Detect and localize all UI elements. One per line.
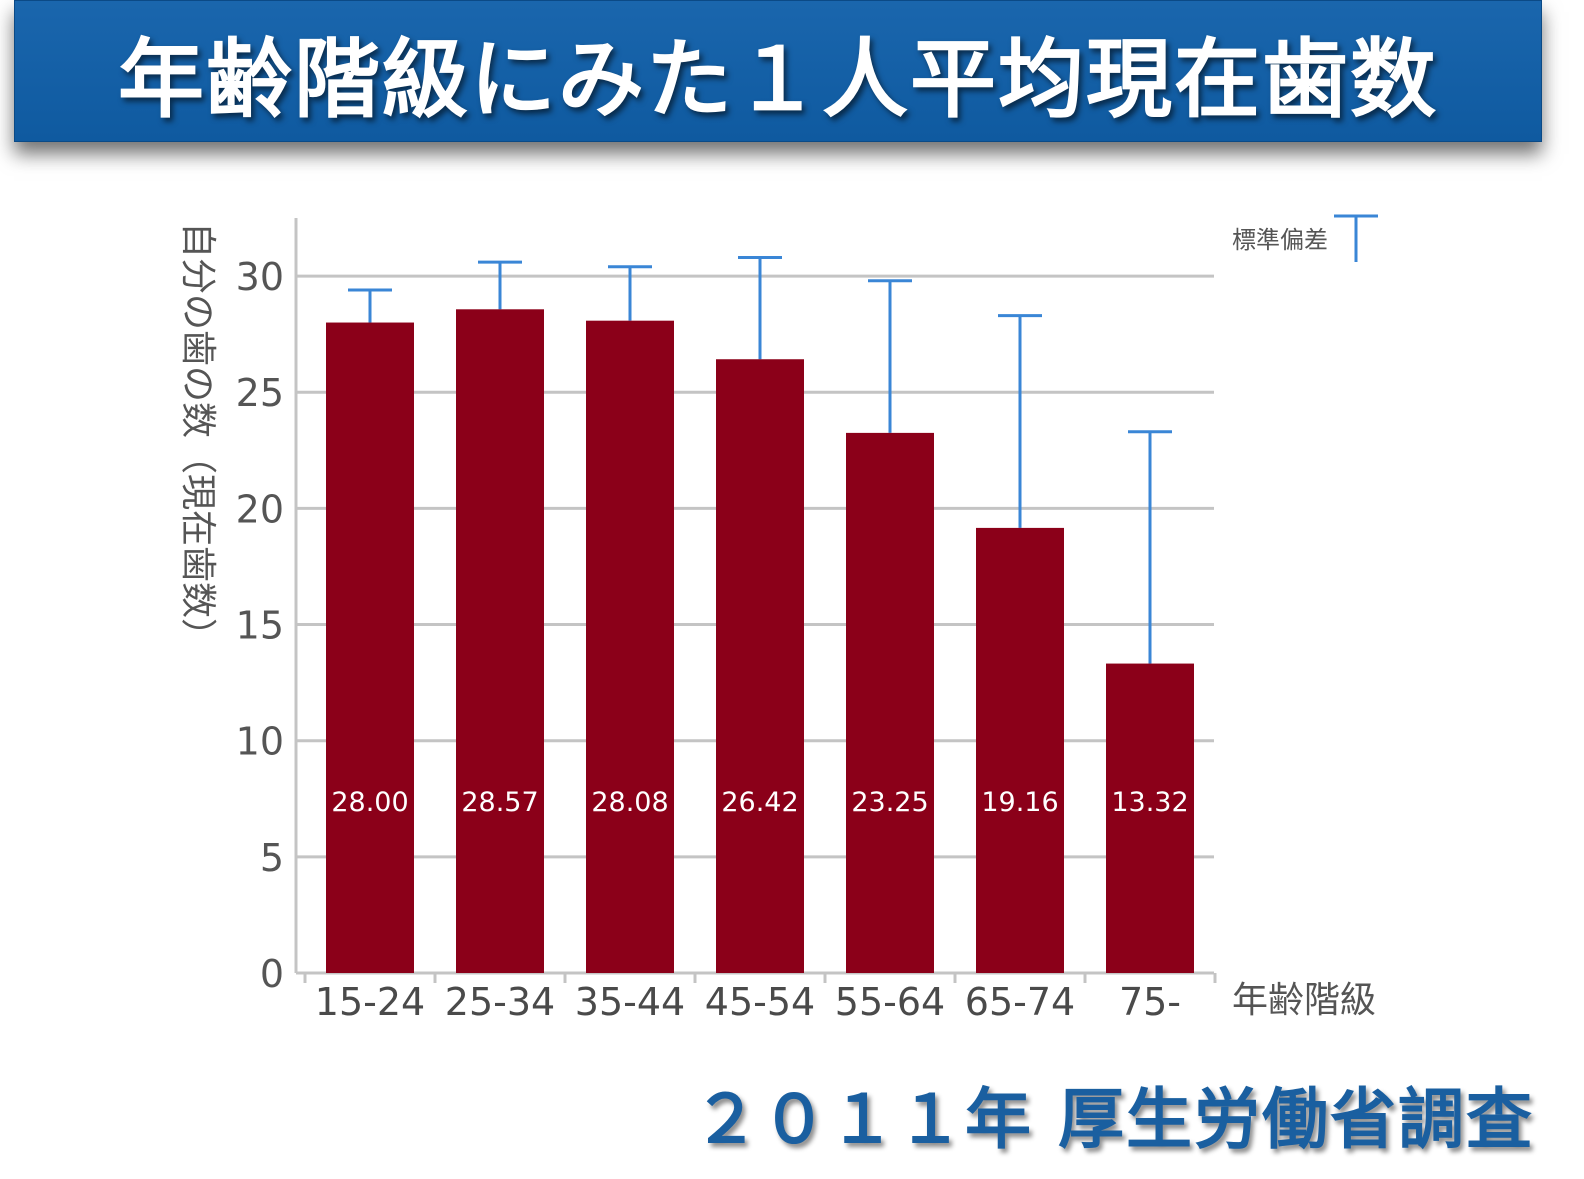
data-label: 28.08 xyxy=(591,787,668,818)
y-tick-label: 20 xyxy=(236,487,284,531)
bar xyxy=(976,527,1064,973)
y-tick-label: 10 xyxy=(236,720,284,764)
x-tick-label: 45-54 xyxy=(705,980,815,1024)
legend-label: 標準偏差 xyxy=(1232,226,1328,254)
bar xyxy=(716,359,804,974)
x-axis-title: 年齢階級 xyxy=(1232,980,1376,1021)
x-tick-label: 15-24 xyxy=(315,980,425,1024)
bar xyxy=(846,432,934,973)
y-tick-label: 15 xyxy=(236,604,284,648)
bar xyxy=(1106,663,1194,973)
y-tick-label: 25 xyxy=(236,371,284,415)
data-label: 23.25 xyxy=(851,787,928,818)
y-axis-title: 自分の歯の数（現在歯数） xyxy=(177,222,218,654)
x-tick-label: 55-64 xyxy=(835,980,945,1024)
bar xyxy=(326,322,414,973)
data-label: 26.42 xyxy=(721,787,798,818)
data-label: 19.16 xyxy=(981,787,1058,818)
x-tick-label: 25-34 xyxy=(445,980,555,1024)
data-label: 28.57 xyxy=(461,787,538,818)
x-tick-label: 35-44 xyxy=(575,980,685,1024)
y-tick-label: 30 xyxy=(236,255,284,299)
x-tick-label: 65-74 xyxy=(965,980,1075,1024)
data-label: 28.00 xyxy=(331,787,408,818)
page-title: 年齢階級にみた１人平均現在歯数 xyxy=(118,29,1438,130)
y-tick-label: 5 xyxy=(260,836,284,880)
bar xyxy=(456,309,544,973)
data-label: 13.32 xyxy=(1111,787,1188,818)
bar xyxy=(586,320,674,973)
x-tick-label: 75- xyxy=(1119,980,1181,1024)
title-banner: 年齢階級にみた１人平均現在歯数 xyxy=(14,0,1542,142)
y-tick-label: 0 xyxy=(260,952,284,996)
source-caption: ２０１１年 厚生労働省調査 xyxy=(693,1081,1534,1158)
